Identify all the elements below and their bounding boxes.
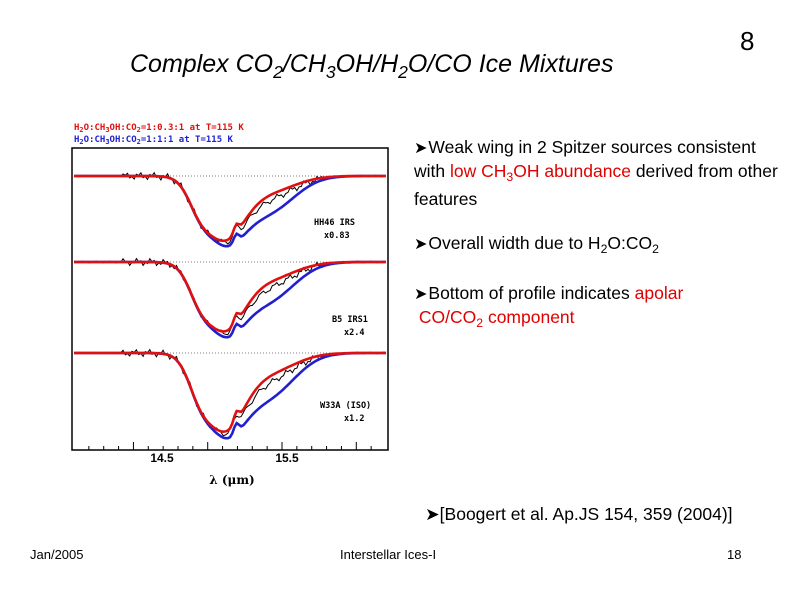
panel-scale: x1.2 [344, 414, 364, 424]
figure-legend: H2O:CH3OH:CO2=1:0.3:1 at T=115 K H2O:CH3… [74, 123, 244, 146]
plot-frame [71, 147, 389, 451]
footer-date: Jan/2005 [30, 547, 84, 562]
arrow-bullet-icon: ➤ [414, 140, 428, 157]
slide-number: 8 [740, 26, 755, 56]
model-curve-red [74, 351, 386, 434]
panel-label: B5 IRS1 [332, 315, 368, 325]
x-tick-label: 15.5 [275, 451, 299, 465]
bullet-item: ➤Bottom of profile indicates apolar CO/C… [414, 283, 684, 330]
bullet-item: ➤Overall width due to H2O:CO2 [414, 233, 659, 256]
model-curve-red [74, 260, 386, 333]
legend-entry-blue: H2O:CH3OH:CO2=1:1:1 at T=115 K [74, 135, 234, 146]
x-axis-label: λ (μm) [209, 473, 254, 487]
panel-label: HH46 IRS [314, 218, 355, 228]
arrow-bullet-icon: ➤ [425, 504, 440, 524]
arrow-bullet-icon: ➤ [414, 286, 428, 303]
panel-scale: x0.83 [324, 231, 350, 241]
slide-title: Complex CO2/CH3OH/H2O/CO Ice Mixtures [130, 50, 614, 82]
spectrum-figure: H2O:CH3OH:CO2=1:0.3:1 at T=115 K H2O:CH3… [62, 110, 392, 490]
legend-entry-red: H2O:CH3OH:CO2=1:0.3:1 at T=115 K [74, 123, 244, 134]
footer-page: 18 [727, 547, 742, 562]
x-tick-label: 14.5 [150, 451, 174, 465]
reference: ➤[Boogert et al. Ap.JS 154, 359 (2004)] [425, 504, 733, 524]
bullet-item: ➤Weak wing in 2 Spitzer sources consiste… [414, 137, 778, 209]
footer-title: Interstellar Ices-I [340, 547, 437, 562]
model-curve-red [74, 174, 386, 243]
bullet-list: ➤Weak wing in 2 Spitzer sources consiste… [414, 136, 784, 356]
panel-label: W33A (ISO) [320, 401, 371, 411]
panel-scale: x2.4 [344, 328, 364, 338]
arrow-bullet-icon: ➤ [414, 236, 428, 253]
observed-spectrum [73, 348, 387, 437]
